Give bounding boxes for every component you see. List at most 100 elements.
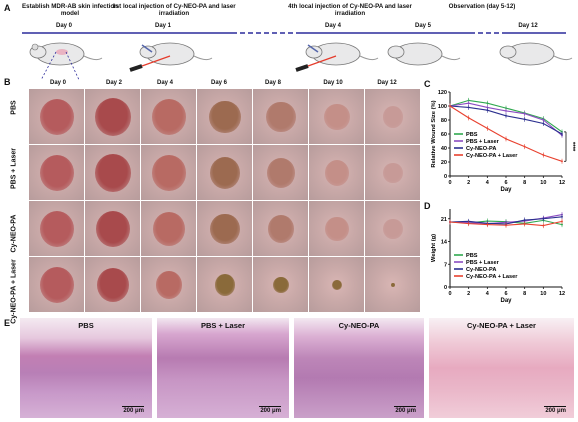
histology-label-cy-neo-pa-laser: Cy-NEO-PA + Laser [467, 321, 536, 330]
photo-grid [28, 88, 421, 313]
wound-size-chart: 0 20 40 60 80 100 120 0 2 4 6 8 10 12 Day Relative Woun… [431, 90, 575, 193]
wound-photo-tile [364, 88, 421, 145]
y-axis-title: Relative Wound Size (%) [431, 100, 437, 167]
x-tick-label: 12 [559, 180, 565, 186]
wound-area [209, 100, 241, 134]
wound-area [324, 160, 350, 186]
scale-bar-pbs-laser [259, 405, 281, 407]
wound-photo-tile [252, 200, 309, 257]
wound-photo-tile [28, 144, 85, 201]
data-point [542, 224, 545, 227]
scale-label-cy-neo-pa: 200 μm [395, 408, 416, 414]
wound-area [95, 210, 131, 248]
grid-day-10: Day 10 [323, 80, 343, 86]
wound-area [152, 211, 186, 247]
wound-area [39, 98, 75, 136]
grid-day-4: Day 4 [156, 80, 173, 86]
day-12-label: Day 12 [518, 23, 538, 29]
data-point [505, 107, 507, 109]
wound-area [383, 219, 403, 239]
histology-image-pbs-laser: PBS + Laser 200 μm [157, 318, 289, 418]
data-point [449, 105, 451, 107]
legend-label: PBS + Laser [466, 139, 500, 145]
legend-label: Cy-NEO-PA + Laser [466, 274, 518, 280]
row-label-pbs: PBS [10, 100, 18, 115]
grid-day-8: Day 8 [264, 80, 281, 86]
y-tick-label: 0 [444, 285, 447, 291]
x-tick-label: 6 [504, 180, 507, 186]
x-tick-label: 0 [448, 180, 451, 186]
wound-photo-tile [28, 88, 85, 145]
x-tick-label: 0 [448, 291, 451, 297]
data-point [561, 223, 563, 226]
step-2-title: 4th local injection of Cy-NEO-PA and las… [288, 3, 412, 17]
wound-photo-tile [140, 88, 197, 145]
mouse-day0-icon [29, 42, 103, 66]
histology-image-pbs: PBS 200 μm [20, 318, 152, 418]
data-point [523, 219, 526, 221]
wound-photo-tile [308, 144, 365, 201]
wound-photo-tile [196, 144, 253, 201]
y-tick-label: 21 [441, 217, 447, 223]
wound-area [273, 276, 289, 294]
day-1-label: Day 1 [154, 23, 171, 29]
data-point [467, 222, 470, 225]
wound-area [324, 103, 350, 131]
x-tick-label: 2 [467, 180, 470, 186]
data-point [523, 118, 526, 121]
data-point [561, 133, 563, 135]
day-0-label: Day 0 [55, 23, 72, 29]
x-tick-label: 12 [559, 291, 565, 297]
histology-image-cy-neo-pa-laser: Cy-NEO-PA + Laser 200 μm [429, 318, 574, 418]
x-tick-label: 4 [486, 180, 490, 186]
wound-photo-tile [364, 200, 421, 257]
y-tick-label: 20 [441, 160, 447, 166]
grid-day-0: Day 0 [49, 80, 66, 86]
significance-annotation: **** [569, 142, 575, 152]
wound-area [266, 101, 296, 133]
x-tick-label: 2 [467, 291, 470, 297]
y-tick-label: 7 [444, 262, 447, 268]
data-point [486, 223, 489, 226]
scale-label-cy-neo-pa-laser: 200 μm [545, 408, 566, 414]
wound-photo-tile [84, 256, 141, 313]
legend-label: Cy-NEO-PA [466, 267, 496, 273]
wound-photo-tile [28, 256, 85, 313]
data-point [486, 106, 489, 109]
data-point [449, 221, 451, 223]
data-point [523, 145, 526, 148]
data-point [486, 102, 489, 105]
wound-photo-tile [252, 256, 309, 313]
x-tick-label: 8 [523, 291, 526, 297]
y-tick-label: 80 [441, 118, 447, 124]
wound-area [391, 283, 395, 287]
wound-area [210, 213, 240, 245]
wound-photo-tile [364, 144, 421, 201]
panel-a-letter: A [4, 3, 11, 13]
y-tick-label: 40 [441, 146, 447, 152]
scale-bar-pbs [122, 405, 144, 407]
wound-area [382, 106, 404, 128]
data-point [542, 217, 545, 220]
panel-e-letter: E [4, 318, 11, 328]
scale-label-pbs: 200 μm [123, 408, 144, 414]
data-point [505, 114, 507, 117]
wound-area [267, 158, 295, 188]
wound-area [39, 266, 75, 304]
wound-area [331, 279, 343, 291]
scale-label-pbs-laser: 200 μm [260, 408, 281, 414]
wound-area [151, 98, 187, 136]
mouse-day5-icon [387, 42, 461, 66]
y-tick-label: 14 [441, 240, 448, 246]
wound-photo-tile [196, 88, 253, 145]
grid-day-12: Day 12 [377, 80, 397, 86]
wound-photo-tile [196, 256, 253, 313]
x-tick-label: 8 [523, 180, 526, 186]
day-4-label: Day 4 [324, 23, 341, 29]
data-point [523, 223, 526, 225]
data-point [467, 117, 470, 119]
panel-d-letter: D [424, 201, 431, 211]
timeline-graphic [22, 32, 573, 80]
y-tick-label: 60 [441, 132, 447, 138]
wound-photo-tile [308, 200, 365, 257]
